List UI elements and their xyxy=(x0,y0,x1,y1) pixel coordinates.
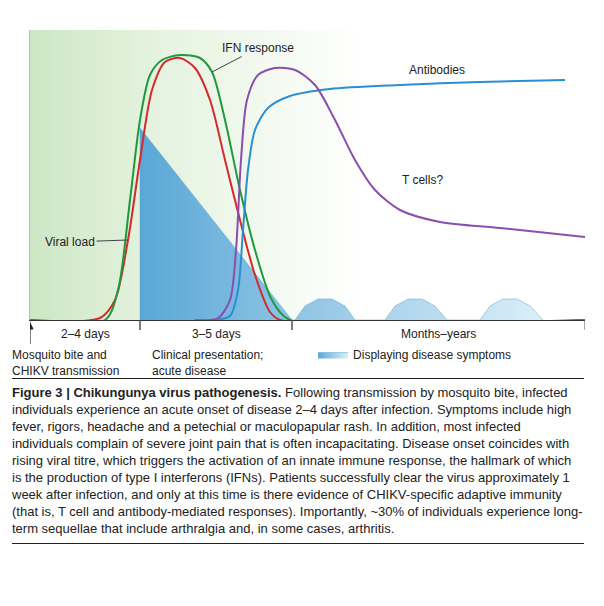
svg-text:3–5 days: 3–5 days xyxy=(192,327,241,341)
svg-text:T cells?: T cells? xyxy=(402,173,443,187)
html-text:Figure 3 | Chikungunya virus p: Figure 3 | Chikungunya virus pathogenesi… xyxy=(12,385,583,536)
svg-text:Months–years: Months–years xyxy=(401,327,476,341)
svg-text:Mosquito bite andCHIKV transmi: Mosquito bite andCHIKV transmission xyxy=(12,348,119,378)
svg-text:2–4 days: 2–4 days xyxy=(61,327,110,341)
svg-text:Clinical presentation;acute di: Clinical presentation;acute disease xyxy=(152,348,263,378)
svg-text:Viral load: Viral load xyxy=(45,235,95,249)
svg-text:Displaying disease symptoms: Displaying disease symptoms xyxy=(353,348,511,362)
svg-text:IFN response: IFN response xyxy=(222,41,294,55)
svg-text:Antibodies: Antibodies xyxy=(409,63,465,77)
